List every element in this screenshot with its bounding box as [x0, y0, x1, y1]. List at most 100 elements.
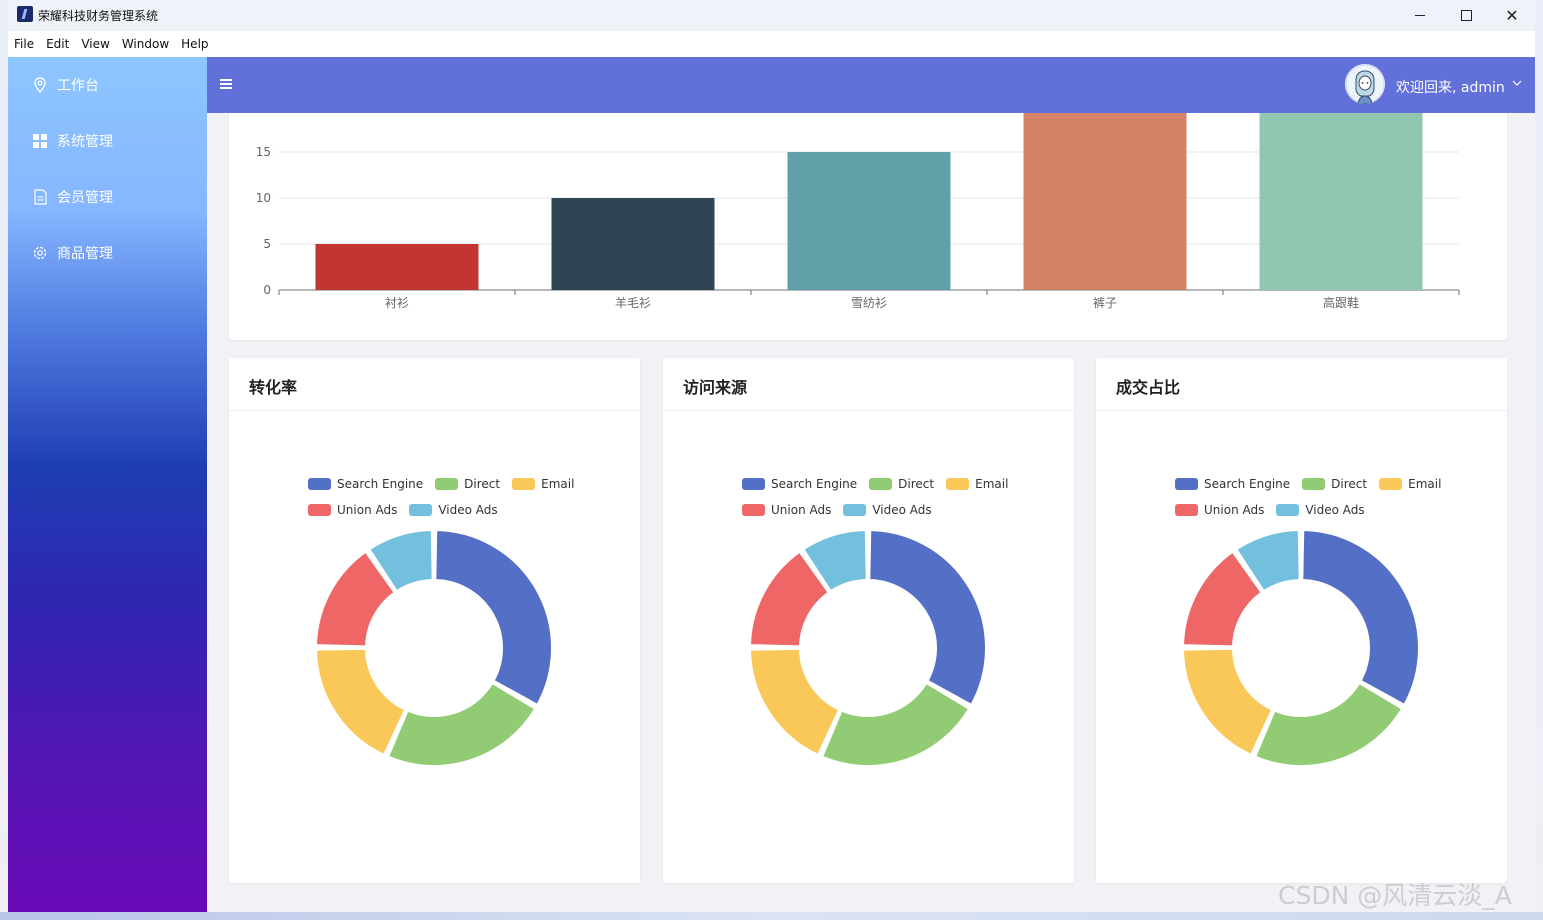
donut-slice[interactable] — [802, 529, 868, 593]
legend-row: Union Ads Video Ads — [742, 497, 1042, 523]
menu-window[interactable]: Window — [121, 37, 170, 51]
donut-slice[interactable] — [1235, 529, 1301, 593]
legend-label: Direct — [464, 477, 501, 491]
hamburger-icon[interactable] — [220, 79, 232, 89]
legend-label: Search Engine — [771, 477, 858, 491]
sidebar-item-label: 商品管理 — [57, 246, 113, 262]
donut-slice[interactable] — [749, 647, 841, 756]
legend-item[interactable]: Video Ads — [1276, 503, 1365, 517]
sidebar-item-system[interactable]: 系统管理 — [32, 131, 113, 151]
document-icon — [32, 189, 48, 205]
donut-chart — [1182, 529, 1420, 767]
y-tick-label: 0 — [263, 283, 271, 297]
sidebar-item-workbench[interactable]: 工作台 — [32, 75, 99, 95]
legend-item[interactable]: Email — [1379, 477, 1441, 491]
donut-slice[interactable] — [749, 550, 830, 648]
card-title: 成交占比 — [1116, 378, 1181, 397]
legend-item[interactable]: Video Ads — [409, 503, 498, 517]
legend-swatch — [742, 504, 765, 516]
close-icon: ✕ — [1505, 5, 1519, 25]
legend-item[interactable]: Direct — [1302, 477, 1367, 491]
location-pin-icon — [32, 77, 48, 93]
minimize-button[interactable] — [1397, 0, 1443, 31]
sidebar-item-products[interactable]: 商品管理 — [32, 243, 113, 263]
donut-slice[interactable] — [868, 529, 987, 706]
title-bar: 荣耀科技财务管理系统 ✕ — [8, 0, 1535, 31]
bar[interactable] — [1259, 113, 1423, 290]
donut-slice[interactable] — [1301, 529, 1420, 706]
menu-bar: File Edit View Window Help — [8, 31, 1535, 57]
sidebar-item-label: 工作台 — [57, 78, 99, 94]
bar-chart-card: 0 5 10 15 衬衫 羊毛衫 雪纺衫 裤子 高跟鞋 — [229, 113, 1507, 340]
legend-label: Union Ads — [771, 503, 832, 517]
donut-slice[interactable] — [315, 647, 407, 756]
legend-label: Video Ads — [438, 503, 498, 517]
legend-item[interactable]: Search Engine — [1175, 477, 1290, 491]
sidebar-item-label: 会员管理 — [57, 190, 113, 206]
menu-view[interactable]: View — [81, 37, 110, 51]
legend-swatch — [1175, 504, 1198, 516]
legend-label: Union Ads — [337, 503, 398, 517]
conversion-rate-card: 转化率 Search Engine Direct Email Union Ads Vid… — [229, 358, 640, 883]
legend-swatch — [512, 478, 536, 490]
legend-item[interactable]: Search Engine — [308, 477, 423, 491]
x-tick-label: 雪纺衫 — [851, 296, 887, 310]
menu-edit[interactable]: Edit — [46, 37, 70, 51]
traffic-source-card: 访问来源 Search Engine Direct Email Union Ads Vi… — [663, 358, 1074, 883]
legend-swatch — [1175, 478, 1198, 490]
x-tick-label: 裤子 — [1093, 296, 1117, 310]
card-divider — [1096, 410, 1507, 411]
grid-icon — [32, 133, 48, 149]
legend-item[interactable]: Union Ads — [742, 503, 831, 517]
legend-item[interactable]: Video Ads — [843, 503, 932, 517]
legend-item[interactable]: Union Ads — [1175, 503, 1264, 517]
chart-legend: Search Engine Direct Email Union Ads Video A… — [1175, 471, 1475, 523]
donut-slice[interactable] — [1254, 682, 1404, 767]
menu-file[interactable]: File — [14, 37, 35, 51]
sidebar-item-members[interactable]: 会员管理 — [32, 187, 113, 207]
app-window: 荣耀科技财务管理系统 ✕ File Edit View Window Help … — [8, 0, 1535, 912]
legend-row: Union Ads Video Ads — [1175, 497, 1475, 523]
bar[interactable] — [1023, 113, 1187, 290]
chart-legend: Search Engine Direct Email Union Ads Video A… — [742, 471, 1042, 523]
legend-label: Email — [975, 477, 1009, 491]
legend-label: Email — [1408, 477, 1442, 491]
donut-chart — [315, 529, 553, 767]
legend-item[interactable]: Union Ads — [308, 503, 397, 517]
legend-label: Direct — [1331, 477, 1368, 491]
donut-slice[interactable] — [387, 682, 537, 767]
donut-slice[interactable] — [1182, 647, 1274, 756]
legend-item[interactable]: Email — [946, 477, 1008, 491]
legend-item[interactable]: Direct — [869, 477, 934, 491]
avatar[interactable] — [1345, 64, 1385, 104]
y-tick-label: 5 — [263, 237, 271, 251]
bar[interactable] — [315, 244, 479, 290]
donut-slice[interactable] — [1182, 550, 1263, 648]
app-logo-icon — [17, 6, 33, 22]
y-tick-label: 15 — [256, 145, 271, 159]
deal-ratio-card: 成交占比 Search Engine Direct Email Union Ads Vi… — [1096, 358, 1507, 883]
close-button[interactable]: ✕ — [1489, 0, 1535, 31]
card-title: 转化率 — [249, 378, 298, 397]
legend-item[interactable]: Search Engine — [742, 477, 857, 491]
legend-item[interactable]: Direct — [435, 477, 500, 491]
legend-swatch — [946, 478, 970, 490]
sidebar-item-label: 系统管理 — [57, 134, 113, 150]
bar[interactable] — [551, 198, 715, 290]
main-content: 0 5 10 15 衬衫 羊毛衫 雪纺衫 裤子 高跟鞋 转化率 Search Engine Dir… — [207, 113, 1535, 912]
x-tick-label: 衬衫 — [385, 296, 409, 310]
watermark: CSDN @风清云淡_A — [1278, 881, 1512, 910]
bar[interactable] — [787, 152, 951, 290]
legend-item[interactable]: Email — [512, 477, 574, 491]
donut-slice[interactable] — [821, 682, 971, 767]
donut-slice[interactable] — [368, 529, 434, 593]
donut-slice[interactable] — [434, 529, 553, 706]
sidebar: 工作台 系统管理 会员管理 商品管理 — [8, 57, 207, 912]
donut-slice[interactable] — [315, 550, 396, 648]
legend-swatch — [435, 478, 459, 490]
maximize-button[interactable] — [1443, 0, 1489, 31]
legend-label: Video Ads — [1305, 503, 1365, 517]
welcome-text[interactable]: 欢迎回来, admin — [1396, 80, 1505, 96]
chevron-down-icon[interactable] — [1512, 75, 1522, 89]
menu-help[interactable]: Help — [181, 37, 209, 51]
